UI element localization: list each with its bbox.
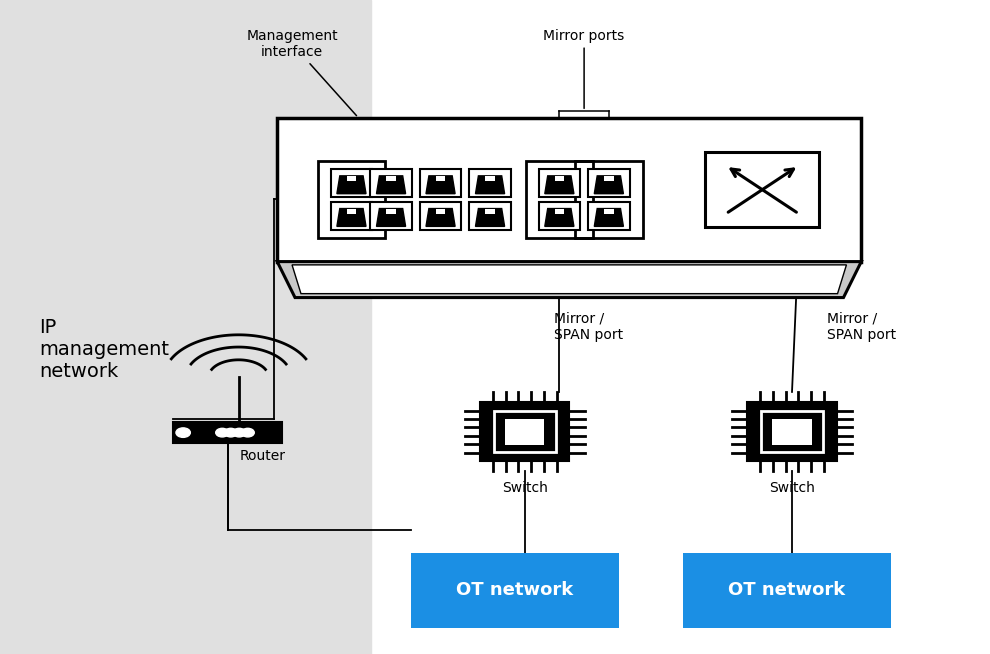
Bar [277,118,861,262]
Bar [370,169,412,197]
Bar [705,152,820,228]
Text: Mirror /
SPAN port: Mirror / SPAN port [554,312,624,342]
Text: IP
management
network: IP management network [40,318,169,381]
Bar [554,209,564,214]
Bar [539,202,580,230]
Text: Mirror ports: Mirror ports [544,29,625,109]
Bar [436,209,446,214]
Polygon shape [376,209,406,226]
Bar [604,176,614,181]
Circle shape [242,428,254,437]
Bar [331,169,372,197]
Bar [420,169,461,197]
Text: Switch: Switch [769,481,815,495]
Circle shape [176,428,190,438]
Text: Router: Router [240,449,285,462]
Text: Management
interface: Management interface [247,29,356,116]
Bar [485,209,495,214]
Polygon shape [292,265,846,294]
Bar [173,422,282,443]
Bar [436,176,446,181]
Polygon shape [475,176,505,194]
Circle shape [233,428,246,437]
Bar [747,402,837,461]
Bar [683,553,891,628]
Bar [469,169,511,197]
Text: Mirror /
SPAN port: Mirror / SPAN port [827,312,896,342]
Bar [539,169,580,197]
Polygon shape [337,209,366,226]
Bar [505,419,545,445]
Polygon shape [594,176,624,194]
Bar [386,209,396,214]
Bar [760,411,823,453]
Polygon shape [426,176,455,194]
Bar [346,176,356,181]
Bar [411,553,619,628]
Bar [469,202,511,230]
Polygon shape [594,209,624,226]
Polygon shape [475,209,505,226]
Circle shape [216,428,229,437]
Bar [346,209,356,214]
Polygon shape [544,209,574,226]
Text: Switch: Switch [502,481,547,495]
Bar [0,0,371,654]
Bar [386,176,396,181]
Bar [331,202,372,230]
Bar [480,402,569,461]
Bar [588,202,630,230]
Polygon shape [544,176,574,194]
Bar [772,419,812,445]
Bar [318,161,385,238]
Bar [370,202,412,230]
Text: OT network: OT network [729,581,845,599]
Bar [588,169,630,197]
Bar [420,202,461,230]
Polygon shape [277,262,861,298]
Bar [575,161,643,238]
Bar [494,411,556,453]
Polygon shape [426,209,455,226]
Bar [604,209,614,214]
Polygon shape [376,176,406,194]
Polygon shape [337,176,366,194]
Bar [485,176,495,181]
Circle shape [224,428,238,437]
Bar [526,161,593,238]
Bar [554,176,564,181]
Text: OT network: OT network [456,581,573,599]
